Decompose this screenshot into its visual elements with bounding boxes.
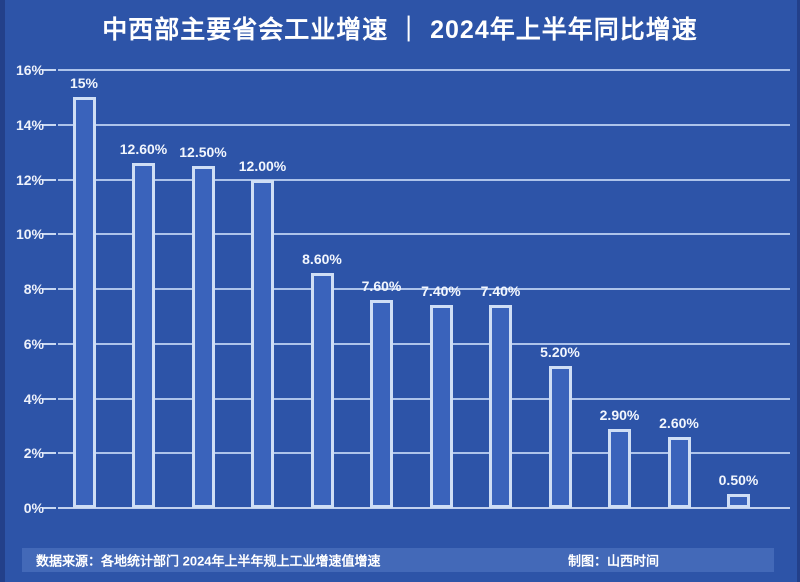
y-tick-mark <box>42 397 56 400</box>
bar-value-label: 0.50% <box>718 472 759 489</box>
bar-value-label: 7.40% <box>421 283 461 300</box>
left-edge-strip <box>0 0 5 582</box>
y-tick-mark <box>42 452 56 455</box>
bar-value-label: 12.00% <box>238 157 287 174</box>
bar-重庆[interactable] <box>310 272 334 508</box>
gridline <box>58 123 790 126</box>
page-title: 中西部主要省会工业增速 ｜ 2024年上半年同比增速 <box>102 16 698 44</box>
bar-value-label: 8.60% <box>302 250 342 267</box>
y-tick-label: 14% <box>15 116 44 133</box>
gridline <box>58 288 790 290</box>
bar-西安[interactable] <box>608 428 631 508</box>
y-tick-mark <box>42 288 56 290</box>
y-tick-mark <box>42 178 56 181</box>
bar-长沙[interactable] <box>429 305 453 508</box>
y-tick-mark <box>42 123 56 126</box>
bar-value-label: 12.60% <box>119 141 168 158</box>
bar-value-label: 15% <box>69 75 99 92</box>
gridline <box>58 342 790 345</box>
y-tick-label: 2% <box>23 445 44 462</box>
bar-南宁[interactable] <box>489 305 512 508</box>
bar-昆明[interactable] <box>548 365 572 508</box>
bar-value-label: 7.40% <box>480 283 521 300</box>
bar-value-label: 5.20% <box>540 343 580 360</box>
y-tick-label: 8% <box>23 281 44 297</box>
footer-credit-text: 制图：山西时间 <box>568 553 660 569</box>
bar-value-label: 12.50% <box>179 143 227 160</box>
bar-贵阳[interactable] <box>132 163 155 508</box>
y-tick-label: 0% <box>23 500 44 516</box>
footer-source-text: 数据来源：各地统计部门 2024年上半年规上工业增速值增速 <box>36 553 381 569</box>
bar-南昌[interactable] <box>191 165 215 508</box>
bar-value-label: 2.90% <box>599 406 640 423</box>
bar-value-label: 2.60% <box>659 414 699 431</box>
y-tick-label: 16% <box>15 62 44 78</box>
gridline <box>58 233 790 236</box>
y-tick-mark <box>42 233 56 236</box>
y-tick-label: 10% <box>15 226 44 243</box>
gridline <box>58 452 790 455</box>
bar-成都[interactable] <box>667 436 691 508</box>
bar-value-label: 7.60% <box>361 277 402 294</box>
gridline <box>58 69 790 71</box>
y-tick-label: 12% <box>15 171 44 188</box>
title-bar: 中西部主要省会工业增速 ｜ 2024年上半年同比增速 <box>0 0 800 56</box>
y-tick-mark <box>42 69 56 71</box>
bar-太原[interactable] <box>727 494 750 508</box>
plot-area: 0% 2% 4% 6% 8% 10% 12% 14% 16% 15% 12.60% 12.50% 12… <box>16 62 790 516</box>
bar-合肥[interactable] <box>72 97 96 508</box>
gridline <box>58 397 790 400</box>
bar-武汉[interactable] <box>370 299 393 508</box>
y-tick-mark <box>42 342 56 345</box>
y-tick-label: 4% <box>23 390 44 407</box>
y-tick-label: 6% <box>23 335 44 352</box>
bar-郑州[interactable] <box>251 179 274 508</box>
gridline <box>58 178 790 181</box>
right-edge-strip <box>797 0 800 582</box>
gridline <box>58 507 790 509</box>
footer-band: 数据来源：各地统计部门 2024年上半年规上工业增速值增速 制图：山西时间 <box>22 548 774 572</box>
y-tick-mark <box>42 507 56 509</box>
